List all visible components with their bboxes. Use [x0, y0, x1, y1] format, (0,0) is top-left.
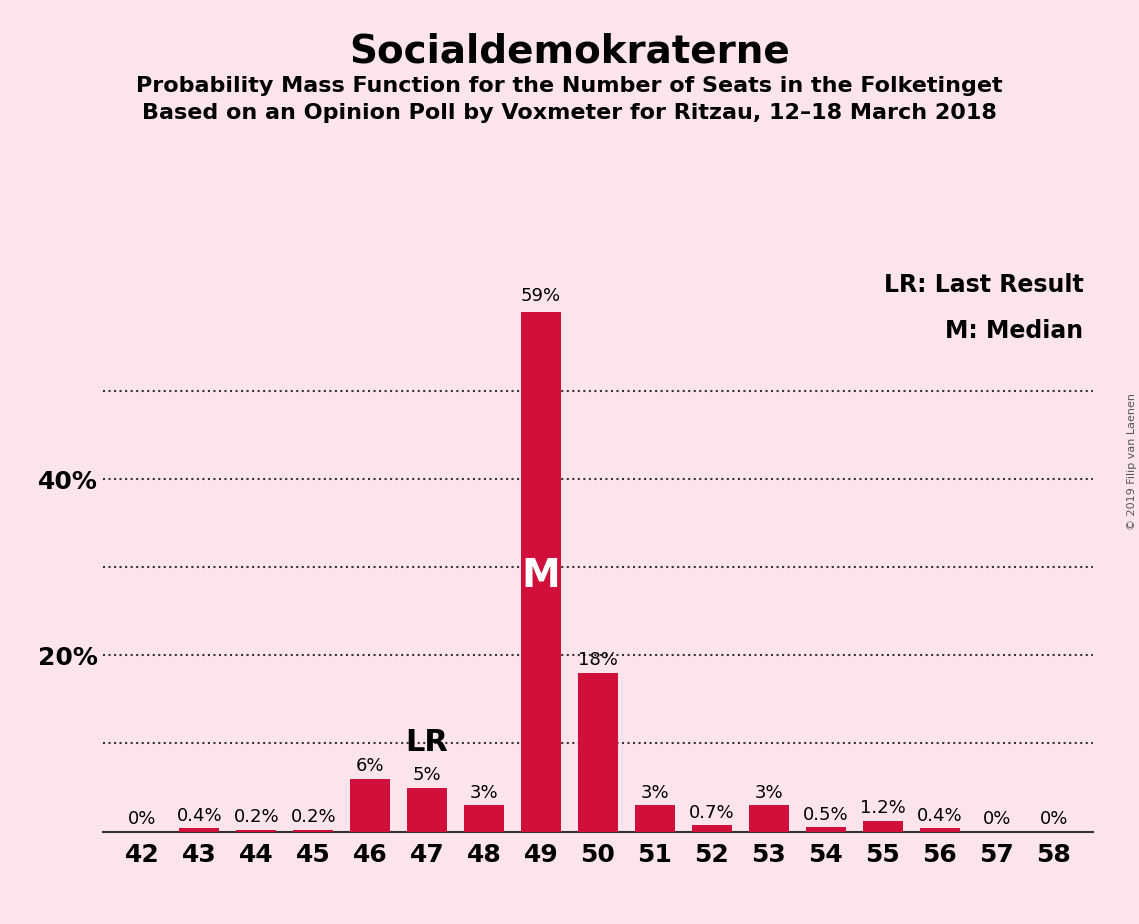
- Text: 3%: 3%: [469, 784, 499, 802]
- Bar: [351, 779, 391, 832]
- Text: © 2019 Filip van Laenen: © 2019 Filip van Laenen: [1126, 394, 1137, 530]
- Text: 0%: 0%: [983, 810, 1010, 828]
- Text: 0.2%: 0.2%: [233, 808, 279, 826]
- Text: Based on an Opinion Poll by Voxmeter for Ritzau, 12–18 March 2018: Based on an Opinion Poll by Voxmeter for…: [142, 103, 997, 124]
- Text: 0%: 0%: [129, 810, 156, 828]
- Text: 0.7%: 0.7%: [689, 804, 735, 822]
- Bar: [522, 311, 562, 832]
- Text: 6%: 6%: [355, 757, 385, 775]
- Bar: [920, 828, 960, 832]
- Text: 0.5%: 0.5%: [803, 806, 849, 823]
- Bar: [806, 827, 845, 832]
- Bar: [693, 825, 732, 832]
- Bar: [408, 787, 448, 832]
- Text: 0.4%: 0.4%: [177, 807, 222, 824]
- Text: M: Median: M: Median: [945, 319, 1083, 343]
- Bar: [465, 805, 505, 832]
- Text: LR: LR: [405, 728, 449, 757]
- Bar: [237, 830, 277, 832]
- Bar: [636, 805, 674, 832]
- Bar: [749, 805, 789, 832]
- Bar: [863, 821, 903, 832]
- Bar: [294, 830, 334, 832]
- Text: M: M: [522, 557, 560, 595]
- Text: 0.2%: 0.2%: [290, 808, 336, 826]
- Text: 5%: 5%: [412, 766, 442, 784]
- Text: 0%: 0%: [1040, 810, 1067, 828]
- Bar: [180, 828, 220, 832]
- Text: 0.4%: 0.4%: [917, 807, 962, 824]
- Text: LR: Last Result: LR: Last Result: [884, 274, 1083, 297]
- Text: Socialdemokraterne: Socialdemokraterne: [350, 32, 789, 70]
- Text: Probability Mass Function for the Number of Seats in the Folketinget: Probability Mass Function for the Number…: [137, 76, 1002, 96]
- Bar: [579, 673, 617, 832]
- Text: 3%: 3%: [754, 784, 784, 802]
- Text: 59%: 59%: [521, 286, 562, 305]
- Text: 18%: 18%: [577, 651, 618, 669]
- Text: 3%: 3%: [640, 784, 670, 802]
- Text: 1.2%: 1.2%: [860, 799, 906, 818]
